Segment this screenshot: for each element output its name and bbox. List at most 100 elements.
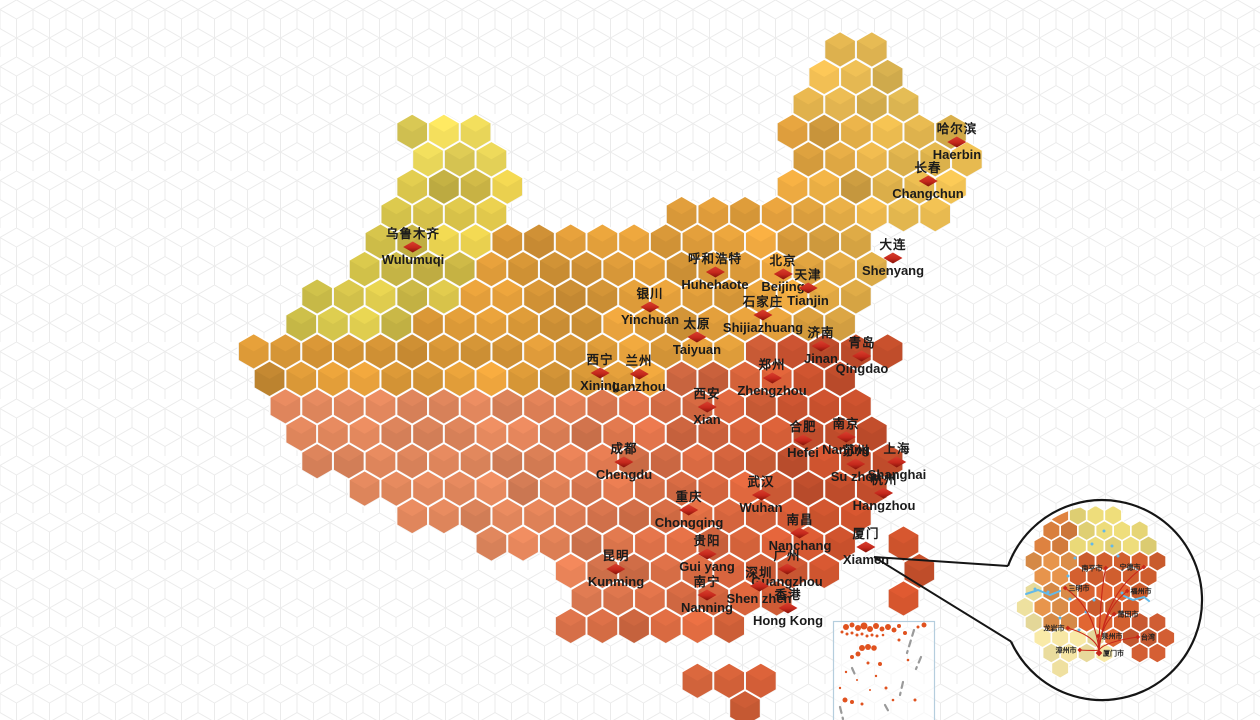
- inset-river: [1123, 595, 1150, 602]
- city-marker-tianjin[interactable]: 天津 Tianjin: [787, 269, 829, 307]
- inset-water-dot: [1068, 597, 1072, 601]
- city-name-en: Shijiazhuang: [722, 319, 804, 335]
- city-marker-chongqing[interactable]: 重庆 Chongqing: [655, 491, 724, 529]
- inset-water-dot: [1033, 587, 1037, 591]
- sea-boundary-dash: [850, 666, 858, 679]
- city-name-zh: 昆明: [602, 549, 630, 563]
- inset-city-dot: [1065, 625, 1071, 631]
- city-marker-beijing[interactable]: 北京 Beijing: [761, 255, 804, 293]
- city-marker-kunming[interactable]: 昆明 Kunming: [588, 550, 644, 588]
- city-name-en: Shen zhen: [726, 590, 792, 606]
- city-marker-hong-kong[interactable]: 香港 Hong Kong: [753, 589, 823, 627]
- city-marker-hangzhou[interactable]: 杭州 Hangzhou: [853, 474, 916, 512]
- island-dot: [891, 698, 895, 702]
- city-name-en: Jinan: [804, 350, 838, 366]
- city-marker-nanjing[interactable]: 南京 Nanjing: [822, 418, 870, 456]
- city-marker-shanghai[interactable]: 上海 Shanghai: [868, 443, 927, 481]
- city-marker-nanchang[interactable]: 南昌 Nanchang: [769, 514, 832, 552]
- city-name-zh: 太原: [683, 317, 711, 331]
- city-name-en: Xiamen: [842, 551, 890, 567]
- island-dot: [860, 632, 864, 636]
- inset-city-label: 福州市: [1130, 587, 1152, 596]
- city-marker-qingdao[interactable]: 青岛 Qingdao: [836, 337, 889, 375]
- island-dot: [855, 651, 861, 657]
- city-marker-lanzhou[interactable]: 兰州 Lanzhou: [612, 355, 665, 393]
- city-marker-guangzhou[interactable]: 广州 Guangzhou: [751, 550, 823, 588]
- city-marker-xiamen[interactable]: 厦门 Xiamen: [843, 528, 889, 566]
- sea-boundary-dash: [905, 628, 916, 655]
- city-marker-gui-yang[interactable]: 贵阳 Gui yang: [679, 535, 735, 573]
- island-dot: [869, 689, 871, 691]
- island-dot: [850, 700, 854, 704]
- island-dot: [916, 625, 920, 629]
- city-name-zh: 贵阳: [693, 534, 721, 548]
- island-dot: [850, 631, 854, 635]
- city-marker-hefei[interactable]: 合肥 Hefei: [787, 421, 819, 459]
- magnifier-circle: [1006, 498, 1204, 702]
- inset-hub-label: 厦门市: [1102, 649, 1124, 658]
- inset-water-dot: [1092, 598, 1096, 602]
- island-dot: [845, 632, 849, 636]
- city-name-zh: 大连: [879, 238, 907, 252]
- city-name-en: Zhengzhou: [737, 382, 807, 398]
- city-marker-changchun[interactable]: 长春 Changchun: [892, 162, 964, 200]
- island-dot: [838, 686, 842, 690]
- city-name-en: Hangzhou: [852, 497, 916, 513]
- city-marker-zhengzhou[interactable]: 郑州 Zhengzhou: [737, 359, 806, 397]
- inset-city-dot: [1077, 647, 1083, 653]
- city-marker-wuhan[interactable]: 武汉 Wuhan: [739, 476, 782, 514]
- city-name-en: Su zhou: [830, 468, 882, 484]
- inset-water-dot: [1073, 556, 1077, 560]
- island-dot: [878, 662, 882, 666]
- city-name-en: Guangzhou: [751, 573, 823, 589]
- inset-city-dot: [1111, 611, 1117, 617]
- city-marker-chengdu[interactable]: 成都 Chengdu: [596, 443, 652, 481]
- inset-water-dot: [1116, 554, 1120, 558]
- city-name-zh: 深圳: [745, 566, 773, 580]
- city-marker-taiyuan[interactable]: 太原 Taiyuan: [673, 318, 721, 356]
- island-dot: [849, 622, 855, 628]
- sea-boundary-dash: [883, 703, 892, 716]
- inset-water-dot: [1058, 616, 1062, 620]
- city-name-zh: 上海: [883, 442, 911, 456]
- city-name-zh: 郑州: [758, 358, 786, 372]
- city-marker-haerbin[interactable]: 哈尔滨 Haerbin: [933, 123, 981, 161]
- city-name-zh: 石家庄: [742, 295, 784, 309]
- inset-hub-diamond: [1095, 649, 1103, 657]
- city-marker-huhehaote[interactable]: 呼和浩特 Huhehaote: [681, 253, 748, 291]
- inset-city-dot: [1062, 585, 1068, 591]
- city-marker-xining[interactable]: 西宁 Xining: [580, 354, 620, 392]
- island-dot: [874, 674, 878, 678]
- city-marker-nanning[interactable]: 南宁 Nanning: [681, 576, 733, 614]
- city-marker-wulumuqi[interactable]: 乌鲁木齐 Wulumuqi: [382, 228, 445, 266]
- city-marker-shenyang[interactable]: 大连 Shenyang: [862, 239, 924, 277]
- city-name-en: Gui yang: [679, 558, 735, 574]
- city-marker-jinan[interactable]: 济南 Jinan: [804, 327, 838, 365]
- island-dot: [906, 658, 910, 662]
- inset-water-dot: [1090, 542, 1094, 546]
- city-marker-shijiazhuang[interactable]: 石家庄 Shijiazhuang: [723, 296, 803, 334]
- island-dot: [860, 702, 864, 706]
- city-name-zh: 天津: [794, 268, 822, 282]
- island-dot: [921, 622, 927, 628]
- island-dot: [865, 634, 869, 638]
- city-marker-su-zhou[interactable]: 苏州 Su zhou: [831, 445, 882, 483]
- island-dot: [856, 679, 858, 681]
- city-name-en: Hong Kong: [752, 612, 824, 628]
- inset-city-label: 龙岩市: [1043, 624, 1065, 633]
- city-name-zh: 南昌: [786, 513, 814, 527]
- island-dot: [885, 624, 891, 630]
- city-marker-xian[interactable]: 西安 Xian: [693, 388, 720, 426]
- city-name-en: Lanzhou: [612, 378, 666, 394]
- city-name-zh: 济南: [807, 326, 835, 340]
- city-name-zh: 西安: [693, 387, 721, 401]
- inset-city-dot: [1141, 564, 1147, 570]
- city-marker-shen-zhen[interactable]: 深圳 Shen zhen: [726, 567, 791, 605]
- city-name-zh: 南宁: [693, 575, 721, 589]
- city-marker-yinchuan[interactable]: 银川 Yinchuan: [621, 288, 679, 326]
- island-dot: [871, 645, 877, 651]
- island-dot: [843, 624, 849, 630]
- inset-flight-lines: [1064, 566, 1145, 651]
